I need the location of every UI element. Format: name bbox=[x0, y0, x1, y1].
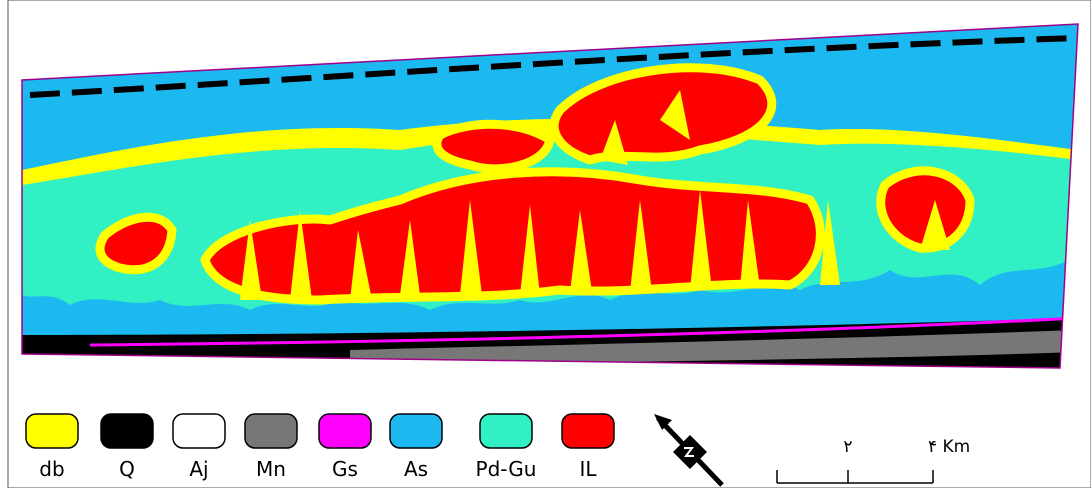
legend-label: IL bbox=[579, 457, 597, 481]
legend-label: As bbox=[404, 457, 428, 481]
legend-swatch bbox=[561, 413, 615, 449]
scale-bar: ۲ ۴ Km bbox=[776, 437, 970, 484]
geologic-map bbox=[22, 24, 1078, 368]
legend-swatch bbox=[172, 413, 226, 449]
legend-label: Q bbox=[119, 457, 135, 481]
legend-label: db bbox=[39, 457, 64, 481]
legend-label: Pd-Gu bbox=[476, 457, 537, 481]
north-arrow bbox=[654, 414, 724, 487]
scale-label: ۴ Km bbox=[928, 437, 970, 457]
unit-mn bbox=[350, 330, 1078, 365]
unit-gs bbox=[89, 316, 1078, 347]
unit-q-top bbox=[29, 35, 1078, 98]
legend-swatch bbox=[100, 413, 154, 449]
unit-db bbox=[22, 118, 1078, 185]
legend-swatch bbox=[244, 413, 298, 449]
legend-swatch bbox=[389, 413, 443, 449]
legend: db Q Aj Mn Gs As Pd-Gu IL bbox=[25, 413, 615, 481]
unit-db-channels bbox=[240, 90, 950, 300]
legend-swatch bbox=[25, 413, 79, 449]
map-boundary bbox=[21, 23, 1079, 369]
legend-label: Gs bbox=[332, 457, 358, 481]
legend-swatch bbox=[479, 413, 533, 449]
legend-swatch bbox=[318, 413, 372, 449]
legend-label: Mn bbox=[256, 457, 286, 481]
scale-label: ۲ bbox=[843, 437, 852, 457]
legend-label: Aj bbox=[189, 457, 208, 481]
